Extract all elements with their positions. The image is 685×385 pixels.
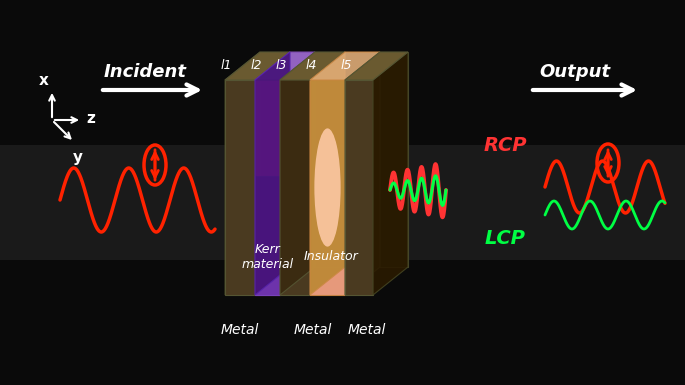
Text: l1: l1 xyxy=(221,59,232,72)
Polygon shape xyxy=(225,80,255,295)
Text: y: y xyxy=(73,150,83,165)
Polygon shape xyxy=(310,52,380,80)
Polygon shape xyxy=(225,52,290,80)
Text: x: x xyxy=(39,73,49,88)
Text: LCP: LCP xyxy=(484,229,525,248)
Text: z: z xyxy=(86,110,95,126)
Polygon shape xyxy=(373,52,408,295)
Polygon shape xyxy=(255,80,280,295)
Polygon shape xyxy=(260,52,408,267)
Polygon shape xyxy=(345,52,408,80)
Polygon shape xyxy=(345,52,380,295)
FancyArrow shape xyxy=(0,145,685,260)
Text: Metal: Metal xyxy=(221,323,259,337)
Polygon shape xyxy=(345,80,373,295)
Text: Kerr
material: Kerr material xyxy=(241,243,294,271)
Text: Metal: Metal xyxy=(348,323,386,337)
Polygon shape xyxy=(255,52,315,80)
Text: Insulator: Insulator xyxy=(304,251,359,263)
Text: RCP: RCP xyxy=(483,136,527,154)
Polygon shape xyxy=(225,52,260,295)
Text: l4: l4 xyxy=(306,59,316,72)
Polygon shape xyxy=(280,52,345,80)
Polygon shape xyxy=(280,52,315,295)
Text: l3: l3 xyxy=(275,59,287,72)
Text: Metal: Metal xyxy=(293,323,332,337)
Polygon shape xyxy=(255,176,280,295)
Polygon shape xyxy=(255,52,290,295)
Text: Incident: Incident xyxy=(103,63,186,81)
Polygon shape xyxy=(310,52,345,295)
Text: l5: l5 xyxy=(340,59,352,72)
Text: Output: Output xyxy=(539,63,610,81)
Polygon shape xyxy=(310,80,345,295)
Ellipse shape xyxy=(314,128,340,247)
Polygon shape xyxy=(280,80,310,295)
Text: l2: l2 xyxy=(250,59,262,72)
